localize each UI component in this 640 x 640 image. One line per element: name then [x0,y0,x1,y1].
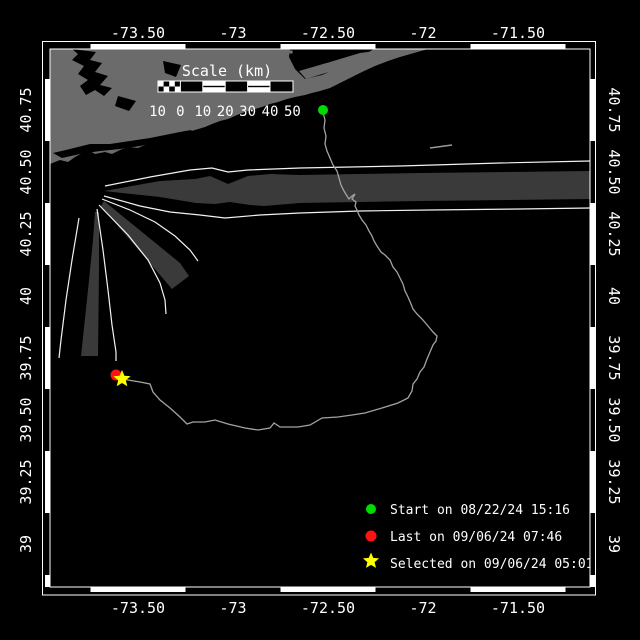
shipping-lane-east-fill [104,171,590,206]
lat-tick-label: 40.25 [17,211,35,256]
scale-tick: 10 [149,104,166,120]
shipping-lane-boundaries [58,160,590,361]
lane-line-ray [98,204,167,315]
lat-tick-label: 40.25 [605,211,623,256]
scale-bar-title: Scale (km) [182,62,272,80]
lat-tick-label: 40 [605,287,623,305]
frame-band-segments [45,44,595,592]
lat-tick-label: 39.50 [17,397,35,442]
scale-tick: 30 [239,104,256,120]
scale-tick: 20 [217,104,234,120]
lat-tick-label: 39 [605,535,623,553]
lane-line-ray [96,208,117,361]
frame-band-top [45,44,595,49]
north-fork-spit [299,49,396,79]
frame-outer-line [42,41,596,596]
coastline-fragment [429,144,453,149]
scale-bar: Scale (km) 10 0 10 20 30 40 [149,62,301,120]
drifter-track [115,111,438,431]
lon-tick-label: -71.50 [491,24,545,42]
lagoon-great-south-bay [53,130,194,158]
map-frame [42,41,596,596]
scale-bar-labels: 10 0 10 20 30 40 50 [149,104,301,120]
lat-axis-right: 40.75 40.50 40.25 40 39.75 39.50 39.25 3… [605,87,623,553]
lon-tick-label: -72 [409,24,436,42]
lon-tick-label: -73 [219,599,246,617]
legend-last-label: Last on 09/06/24 07:46 [390,530,562,545]
small-island [289,50,293,54]
scale-tick: 0 [176,104,184,120]
legend-start-label: Start on 08/22/24 15:16 [390,503,570,518]
lat-tick-label: 39 [17,535,35,553]
legend-selected-label: Selected on 09/06/24 05:01 [390,557,594,572]
frame-band-bottom [45,587,595,592]
lon-axis-top: -73.50 -73 -72.50 -72 -71.50 [111,24,545,42]
lane-line-east-top [104,160,590,187]
scale-tick: 40 [262,104,279,120]
lat-tick-label: 40.50 [605,149,623,194]
lat-tick-label: 39.75 [605,335,623,380]
lat-tick-label: 40.50 [17,149,35,194]
lat-tick-label: 39.50 [605,397,623,442]
shipping-lane-south-fill [81,212,99,356]
lane-line-east-bottom [103,195,590,219]
legend-start-icon [366,504,376,514]
lon-tick-label: -72 [409,599,436,617]
lat-tick-label: 40.75 [605,87,623,132]
lat-tick-label: 39.75 [17,335,35,380]
scale-tick: 50 [284,104,301,120]
legend-last-icon [365,530,377,542]
legend: Start on 08/22/24 15:16 Last on 09/06/24… [362,503,594,572]
lat-tick-label: 40.75 [17,87,35,132]
bay-inlet [72,49,112,96]
start-marker [318,105,328,115]
scale-tick: 10 [194,104,211,120]
lane-line-ray [58,217,80,359]
lon-tick-label: -72.50 [301,24,355,42]
lane-line-ray [101,198,199,262]
small-island [280,53,284,57]
bay-inlet [163,61,181,77]
lon-tick-label: -71.50 [491,599,545,617]
shipping-lane-southeast-fill [101,201,189,289]
scale-bar-body [157,80,294,93]
lat-tick-label: 39.25 [605,459,623,504]
lon-tick-label: -73.50 [111,599,165,617]
bay-inlet [115,96,136,111]
lat-tick-label: 40 [17,287,35,305]
lat-axis-left: 40.75 40.50 40.25 40 39.75 39.50 39.25 3… [17,87,35,553]
lat-tick-label: 39.25 [17,459,35,504]
lon-tick-label: -72.50 [301,599,355,617]
map-area: Scale (km) 10 0 10 20 30 40 [50,49,594,587]
frame-inner-line [49,48,591,588]
lon-tick-label: -73.50 [111,24,165,42]
lon-tick-label: -73 [219,24,246,42]
lon-axis-bottom: -73.50 -73 -72.50 -72 -71.50 [111,599,545,617]
land-long-island [50,49,428,164]
